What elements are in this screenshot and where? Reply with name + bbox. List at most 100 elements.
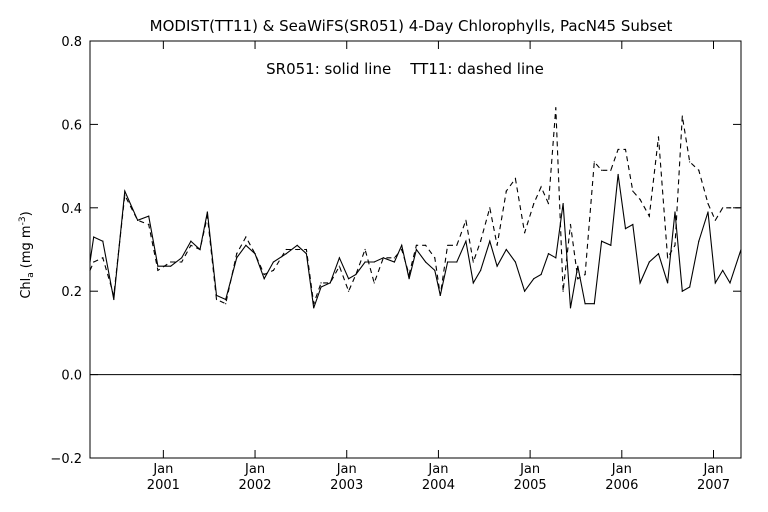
x-tick-year-label: 2002 [238,478,271,493]
x-tick-year-label: 2001 [147,478,180,493]
data-point-tt11 [456,244,458,246]
x-tick-month-label: Jan [427,462,448,477]
y-tick-label: 0.4 [61,202,82,217]
data-point-tt11 [296,248,298,251]
data-point-sr051 [593,303,595,305]
data-point-sr051 [245,244,247,246]
x-tick-month-label: Jan [244,462,265,477]
data-point-sr051 [533,278,535,280]
data-point-sr051 [347,278,350,280]
data-point-sr051 [408,278,410,280]
chart-annotation: SR051: solid line TT11: dashed line [266,60,544,78]
data-point-sr051 [667,282,669,284]
data-point-tt11 [714,219,716,221]
y-tick-label: 0.8 [61,35,82,50]
data-point-sr051 [263,278,265,280]
data-point-sr051 [456,261,458,263]
data-point-tt11 [577,278,579,280]
data-point-sr051 [540,273,542,276]
data-point-tt11 [373,282,375,284]
data-point-tt11 [584,273,586,276]
data-point-tt11 [514,178,517,180]
data-point-tt11 [524,232,526,234]
data-point-tt11 [338,265,340,267]
plot-area: −0.20.00.20.40.60.8Jan2001Jan2002Jan2003… [50,35,742,493]
data-point-sr051 [296,244,298,246]
data-point-sr051 [547,253,550,255]
data-point-sr051 [89,261,91,263]
data-point-tt11 [364,248,366,251]
data-point-tt11 [689,161,691,163]
data-point-tt11 [601,169,603,171]
data-point-sr051 [320,286,322,288]
data-point-sr051 [434,269,436,271]
data-point-sr051 [472,282,474,284]
data-point-tt11 [722,207,724,209]
data-point-sr051 [714,282,716,284]
data-point-sr051 [93,236,95,238]
y-tick-label: 0.6 [61,118,82,133]
data-point-tt11 [593,161,595,163]
data-point-sr051 [698,240,700,242]
data-point-tt11 [415,244,418,246]
data-point-sr051 [569,307,572,309]
data-point-tt11 [562,290,564,292]
data-point-tt11 [272,269,274,271]
data-point-sr051 [496,265,498,267]
data-point-sr051 [424,261,427,263]
data-point-tt11 [285,248,287,251]
data-point-tt11 [729,207,731,209]
data-point-tt11 [263,273,265,276]
data-point-sr051 [393,261,396,263]
data-point-tt11 [424,244,427,246]
data-point-sr051 [272,261,274,263]
data-point-sr051 [446,261,449,263]
x-tick-year-label: 2006 [605,478,638,493]
data-point-sr051 [524,290,526,292]
data-point-sr051 [601,240,603,242]
data-point-tt11 [148,223,150,226]
data-point-tt11 [393,257,396,259]
data-point-tt11 [480,240,482,242]
data-point-sr051 [584,303,586,305]
data-point-tt11 [632,190,634,192]
data-point-tt11 [648,215,650,217]
chart-title: MODIST(TT11) & SeaWiFS(SR051) 4-Day Chlo… [150,17,673,35]
data-point-tt11 [199,248,201,251]
data-point-tt11 [624,148,627,151]
data-point-sr051 [373,261,375,263]
data-point-tt11 [617,148,619,151]
x-tick-month-label: Jan [336,462,357,477]
data-point-tt11 [355,273,357,276]
data-point-sr051 [480,269,482,271]
data-point-sr051 [707,211,709,213]
data-point-tt11 [681,115,683,117]
data-point-sr051 [648,261,650,263]
data-point-tt11 [667,257,669,259]
data-point-tt11 [245,236,247,238]
data-point-tt11 [434,257,436,259]
data-point-sr051 [190,240,192,242]
data-point-tt11 [401,248,403,251]
data-point-tt11 [439,294,441,296]
data-point-tt11 [305,248,307,251]
data-point-sr051 [313,307,315,309]
data-point-tt11 [124,194,126,196]
data-point-sr051 [364,261,366,263]
data-point-tt11 [320,282,322,284]
data-point-sr051 [181,257,183,259]
data-point-sr051 [674,211,676,213]
data-point-tt11 [93,261,95,263]
x-tick-year-label: 2007 [697,478,730,493]
data-point-sr051 [113,298,115,301]
data-point-tt11 [657,136,660,138]
data-point-sr051 [689,286,691,288]
data-point-tt11 [465,219,467,221]
data-point-sr051 [505,248,507,251]
data-point-tt11 [533,203,535,205]
plot-frame [89,40,742,459]
data-point-tt11 [113,294,115,296]
y-axis-label-units: (mg m [19,225,34,268]
data-point-sr051 [729,282,731,284]
data-point-sr051 [124,190,126,192]
